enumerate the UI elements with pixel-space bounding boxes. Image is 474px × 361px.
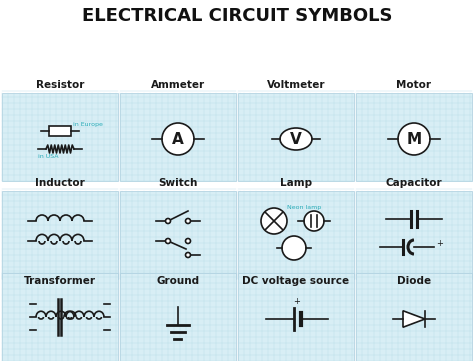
Circle shape bbox=[185, 239, 191, 244]
Text: Lamp: Lamp bbox=[280, 178, 312, 188]
Bar bbox=[120, 93, 236, 181]
Bar bbox=[2, 93, 118, 181]
Bar bbox=[356, 273, 472, 361]
Circle shape bbox=[165, 218, 171, 223]
Text: Resistor: Resistor bbox=[36, 80, 84, 90]
Text: in USA: in USA bbox=[38, 154, 58, 159]
Text: Ground: Ground bbox=[156, 276, 200, 286]
Text: Switch: Switch bbox=[158, 178, 198, 188]
Bar bbox=[356, 191, 472, 279]
Bar bbox=[238, 273, 354, 361]
Circle shape bbox=[261, 208, 287, 234]
Bar bbox=[238, 93, 354, 181]
Bar bbox=[356, 93, 472, 181]
Bar bbox=[49, 126, 71, 136]
Text: +: + bbox=[436, 239, 443, 248]
Circle shape bbox=[398, 123, 430, 155]
Bar bbox=[2, 273, 118, 361]
Circle shape bbox=[185, 252, 191, 257]
Bar bbox=[120, 191, 236, 279]
Circle shape bbox=[165, 239, 171, 244]
Bar bbox=[120, 273, 236, 361]
Text: Inductor: Inductor bbox=[35, 178, 85, 188]
Text: +: + bbox=[293, 297, 301, 306]
Text: in Europe: in Europe bbox=[73, 122, 103, 127]
Circle shape bbox=[185, 218, 191, 223]
Circle shape bbox=[304, 211, 324, 231]
Text: Neon lamp: Neon lamp bbox=[287, 204, 321, 209]
Text: M: M bbox=[406, 131, 421, 147]
Text: Capacitor: Capacitor bbox=[386, 178, 442, 188]
Text: Transformer: Transformer bbox=[24, 276, 96, 286]
Text: DC voltage source: DC voltage source bbox=[242, 276, 349, 286]
Polygon shape bbox=[403, 311, 425, 327]
Text: Diode: Diode bbox=[397, 276, 431, 286]
Text: A: A bbox=[172, 131, 184, 147]
Text: Motor: Motor bbox=[396, 80, 431, 90]
Bar bbox=[2, 191, 118, 279]
Text: ELECTRICAL CIRCUIT SYMBOLS: ELECTRICAL CIRCUIT SYMBOLS bbox=[82, 7, 392, 25]
Circle shape bbox=[162, 123, 194, 155]
Text: Ammeter: Ammeter bbox=[151, 80, 205, 90]
Bar bbox=[238, 191, 354, 279]
Circle shape bbox=[282, 236, 306, 260]
Ellipse shape bbox=[280, 128, 312, 150]
Text: V: V bbox=[290, 131, 302, 147]
Text: Voltmeter: Voltmeter bbox=[267, 80, 325, 90]
